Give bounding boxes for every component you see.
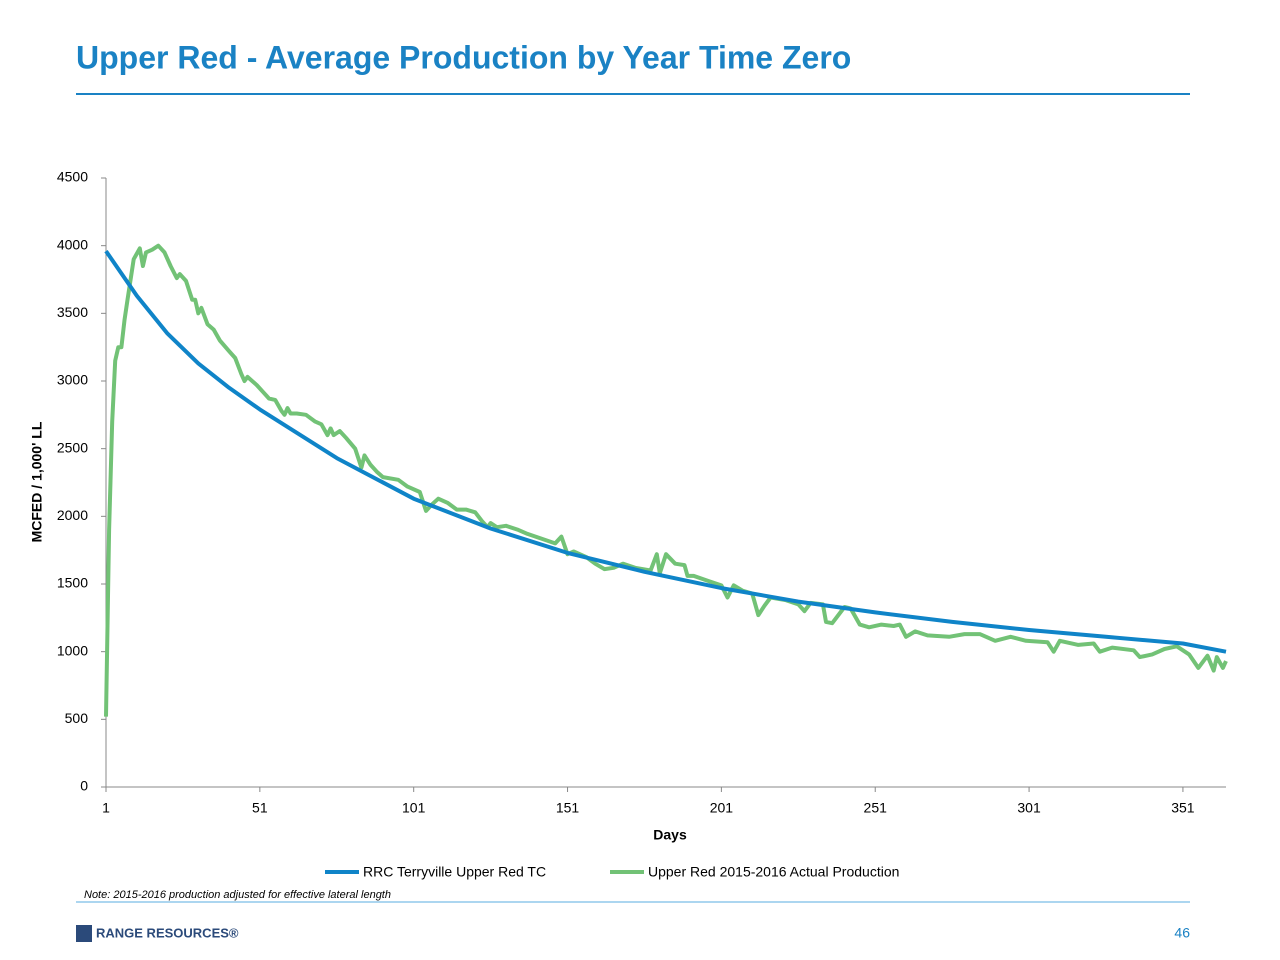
- series-line: [104, 249, 1227, 654]
- y-tick-label: 2500: [57, 439, 88, 455]
- y-tick-label: 3500: [57, 304, 88, 320]
- logo-icon: [76, 925, 92, 942]
- x-tick-label: 151: [556, 800, 580, 816]
- x-tick-label: 301: [1017, 800, 1041, 816]
- legend-label: RRC Terryville Upper Red TC: [363, 864, 546, 880]
- x-tick-label: 1: [102, 800, 110, 816]
- x-tick-label: 51: [252, 800, 268, 816]
- y-tick-label: 1000: [57, 642, 88, 658]
- y-tick-label: 0: [80, 778, 88, 794]
- logo-text: RANGE RESOURCES®: [96, 925, 239, 940]
- x-tick-label: 201: [710, 800, 734, 816]
- x-tick-label: 251: [864, 800, 888, 816]
- y-axis-label: MCFED / 1,000' LL: [29, 421, 45, 542]
- y-tick-label: 3000: [57, 372, 88, 388]
- x-tick-label: 101: [402, 800, 426, 816]
- x-tick-label: 351: [1171, 800, 1195, 816]
- footnote: Note: 2015-2016 production adjusted for …: [84, 889, 391, 901]
- y-tick-label: 1500: [57, 575, 88, 591]
- legend-label: Upper Red 2015-2016 Actual Production: [648, 864, 899, 880]
- page-number: 46: [1174, 925, 1190, 941]
- y-tick-label: 500: [65, 710, 89, 726]
- y-tick-label: 4500: [57, 169, 88, 185]
- series-line: [104, 243, 1228, 717]
- slide-title: Upper Red - Average Production by Year T…: [76, 39, 851, 75]
- y-tick-label: 2000: [57, 507, 88, 523]
- x-axis-label: Days: [653, 827, 687, 843]
- y-tick-label: 4000: [57, 236, 88, 252]
